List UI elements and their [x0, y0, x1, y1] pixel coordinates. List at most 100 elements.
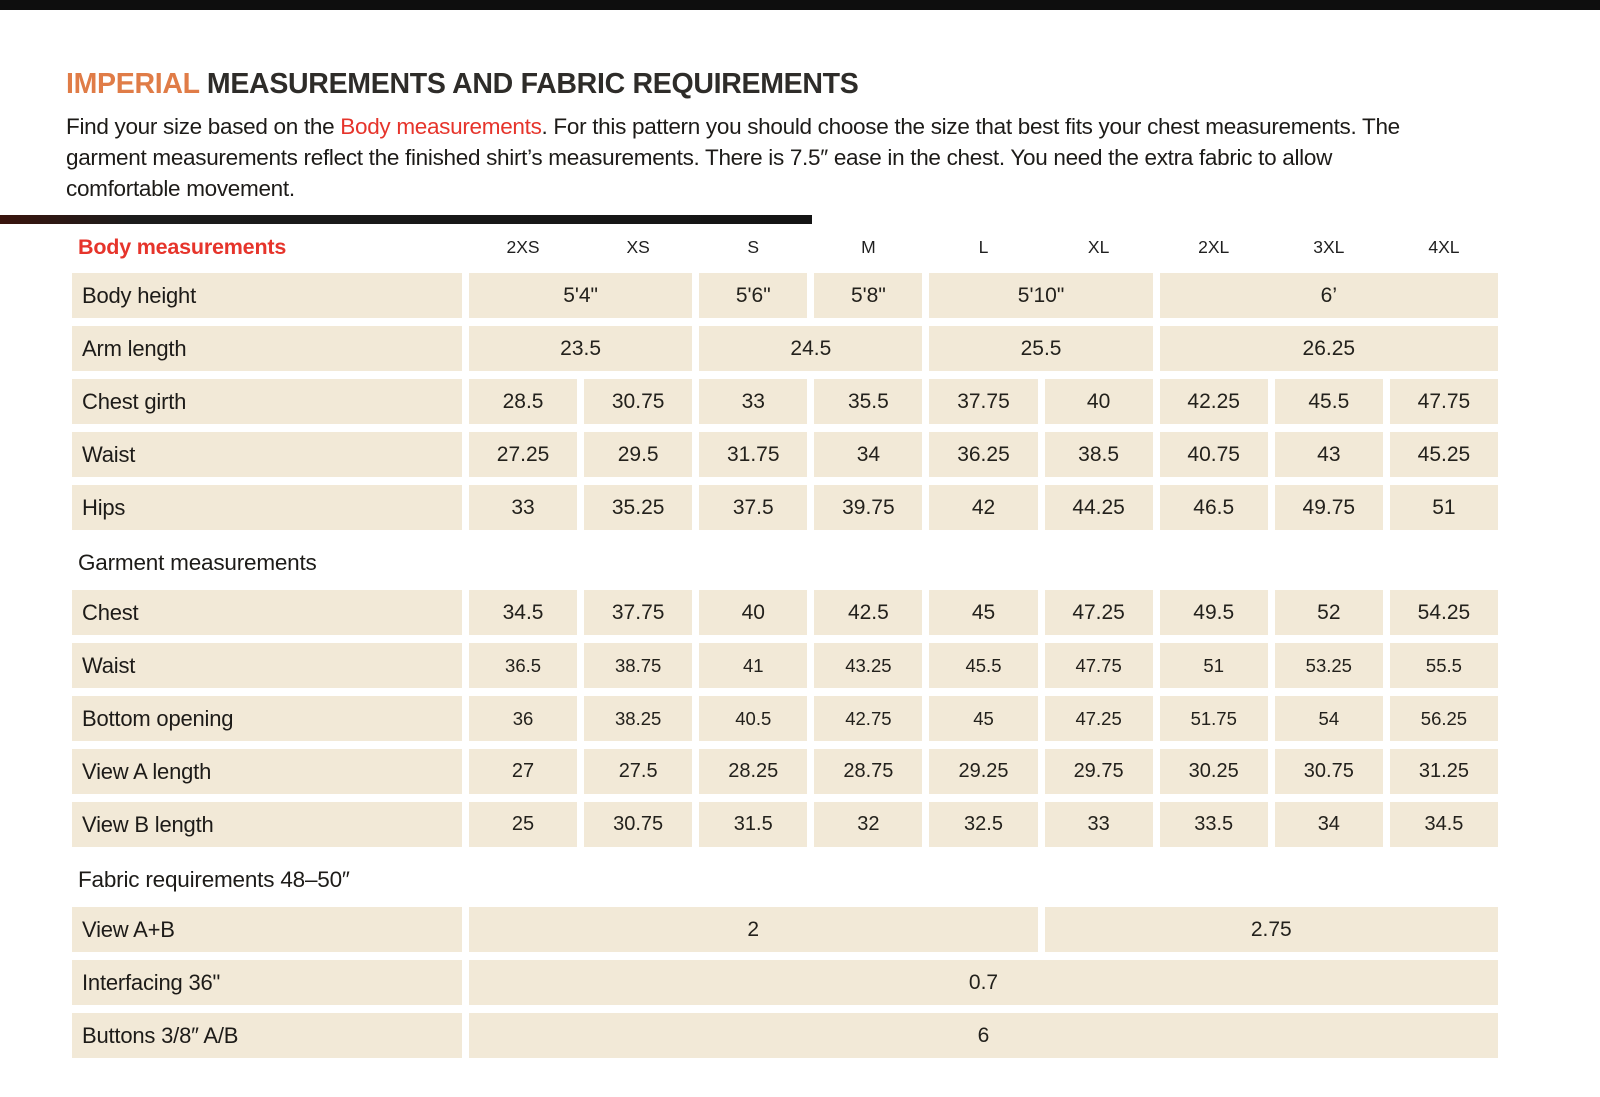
top-edge-bar: [0, 0, 1600, 10]
row-label: Waist: [72, 643, 462, 688]
value-cell: 42.5: [814, 590, 923, 635]
value-cell: 27.5: [584, 749, 693, 794]
value-cell: 30.75: [584, 379, 693, 424]
value-cell: 45.5: [1274, 379, 1383, 424]
row-label: Bottom opening: [72, 696, 462, 741]
value-cell: 5'4": [469, 273, 693, 318]
row-label: Arm length: [72, 326, 462, 371]
value-cell: 35.25: [584, 485, 693, 530]
value-cell: 43.25: [814, 643, 923, 688]
size-column-header: M: [861, 236, 876, 257]
value-cell: 47.75: [1044, 643, 1153, 688]
value-cell: 49.75: [1274, 485, 1383, 530]
value-cell: 51: [1389, 485, 1498, 530]
value-cell: 32.5: [929, 802, 1038, 847]
value-cell: 30.25: [1159, 749, 1268, 794]
table-row: Waist 27.25 29.5 31.75 34 36.25 38.5 40.75 43 45.…: [72, 432, 1498, 477]
value-cell: 40.5: [699, 696, 808, 741]
value-cell: 36.25: [929, 432, 1038, 477]
value-cell: 38.5: [1044, 432, 1153, 477]
value-cell: 31.25: [1389, 749, 1498, 794]
value-cell: 34: [814, 432, 923, 477]
row-label: Interfacing 36": [72, 960, 462, 1005]
size-column-header: L: [978, 236, 989, 257]
table-header-label: Body measurements: [78, 234, 287, 259]
value-cell: 52: [1274, 590, 1383, 635]
value-cell: 54: [1274, 696, 1383, 741]
value-cell: 45: [929, 590, 1038, 635]
row-label: View A+B: [72, 907, 462, 952]
value-cell: 25.5: [929, 326, 1153, 371]
value-cell: 6’: [1159, 273, 1498, 318]
value-cell: 29.25: [929, 749, 1038, 794]
table-row: Chest girth 28.5 30.75 33 35.5 37.75 40 42.25 45…: [72, 379, 1498, 424]
value-cell: 23.5: [469, 326, 693, 371]
value-cell: 28.25: [699, 749, 808, 794]
value-cell: 0.7: [469, 960, 1498, 1005]
value-cell: 30.75: [1274, 749, 1383, 794]
size-column-header: S: [747, 236, 760, 257]
size-column-header: 4XL: [1428, 236, 1460, 257]
table-row: Chest 34.5 37.75 40 42.5 45 47.25 49.5 52 54.25: [72, 590, 1498, 635]
size-column-header: 2XS: [506, 236, 540, 257]
row-label: Waist: [72, 432, 462, 477]
table-row: Interfacing 36" 0.7: [72, 960, 1498, 1005]
table-header-row: Body measurements 2XS XS S M L XL 2XL 3XL 4XL: [72, 231, 1498, 263]
value-cell: 39.75: [814, 485, 923, 530]
size-column-header: XS: [626, 236, 650, 257]
value-cell: 47.75: [1389, 379, 1498, 424]
value-cell: 45: [929, 696, 1038, 741]
value-cell: 42.25: [1159, 379, 1268, 424]
value-cell: 47.25: [1044, 590, 1153, 635]
value-cell: 32: [814, 802, 923, 847]
intro-paragraph: Find your size based on the Body measure…: [66, 111, 1418, 204]
size-column-header: 2XL: [1198, 236, 1230, 257]
size-column-header: 3XL: [1313, 236, 1345, 257]
table-row: Bottom opening 36 38.25 40.5 42.75 45 47.25 51.…: [72, 696, 1498, 741]
table-row: Arm length 23.5 24.5 25.5 26.25: [72, 326, 1498, 371]
value-cell: 40: [699, 590, 808, 635]
value-cell: 56.25: [1389, 696, 1498, 741]
intro-highlight: Body measurements: [340, 114, 542, 139]
value-cell: 34: [1274, 802, 1383, 847]
value-cell: 34.5: [469, 590, 578, 635]
size-table: Body measurements 2XS XS S M L XL 2XL 3XL 4XL Bo…: [72, 231, 1498, 1058]
table-row: Buttons 3/8″ A/B 6: [72, 1013, 1498, 1058]
value-cell: 38.25: [584, 696, 693, 741]
table-rows: Body height 5'4" 5'6" 5'8" 5'10" 6’ Arm length…: [72, 273, 1498, 1058]
value-cell: 25: [469, 802, 578, 847]
value-cell: 44.25: [1044, 485, 1153, 530]
value-cell: 6: [469, 1013, 1498, 1058]
value-cell: 40.75: [1159, 432, 1268, 477]
table-row: Waist 36.5 38.75 41 43.25 45.5 47.75 51 53.25 55.…: [72, 643, 1498, 688]
value-cell: 24.5: [699, 326, 923, 371]
row-label: Buttons 3/8″ A/B: [72, 1013, 462, 1058]
value-cell: 37.5: [699, 485, 808, 530]
row-label: View A length: [72, 749, 462, 794]
value-cell: 28.5: [469, 379, 578, 424]
value-cell: 33.5: [1159, 802, 1268, 847]
value-cell: 47.25: [1044, 696, 1153, 741]
value-cell: 49.5: [1159, 590, 1268, 635]
title-highlight: IMPERIAL: [66, 68, 200, 100]
value-cell: 37.75: [584, 590, 693, 635]
value-cell: 45.5: [929, 643, 1038, 688]
value-cell: 27.25: [469, 432, 578, 477]
value-cell: 55.5: [1389, 643, 1498, 688]
intro-text-before: Find your size based on the: [66, 114, 341, 139]
value-cell: 33: [1044, 802, 1153, 847]
value-cell: 31.5: [699, 802, 808, 847]
section-heading: Fabric requirements 48–50″: [78, 866, 350, 892]
value-cell: 5'8": [814, 273, 923, 318]
value-cell: 29.5: [584, 432, 693, 477]
value-cell: 34.5: [1389, 802, 1498, 847]
value-cell: 28.75: [814, 749, 923, 794]
value-cell: 31.75: [699, 432, 808, 477]
value-cell: 38.75: [584, 643, 693, 688]
section-heading: Garment measurements: [78, 549, 317, 575]
value-cell: 29.75: [1044, 749, 1153, 794]
divider-bar: [0, 215, 812, 224]
page-content: IMPERIAL MEASUREMENTS AND FABRIC REQUIRE…: [0, 68, 1600, 1058]
page-title: IMPERIAL MEASUREMENTS AND FABRIC REQUIRE…: [66, 68, 1600, 101]
row-label: View B length: [72, 802, 462, 847]
